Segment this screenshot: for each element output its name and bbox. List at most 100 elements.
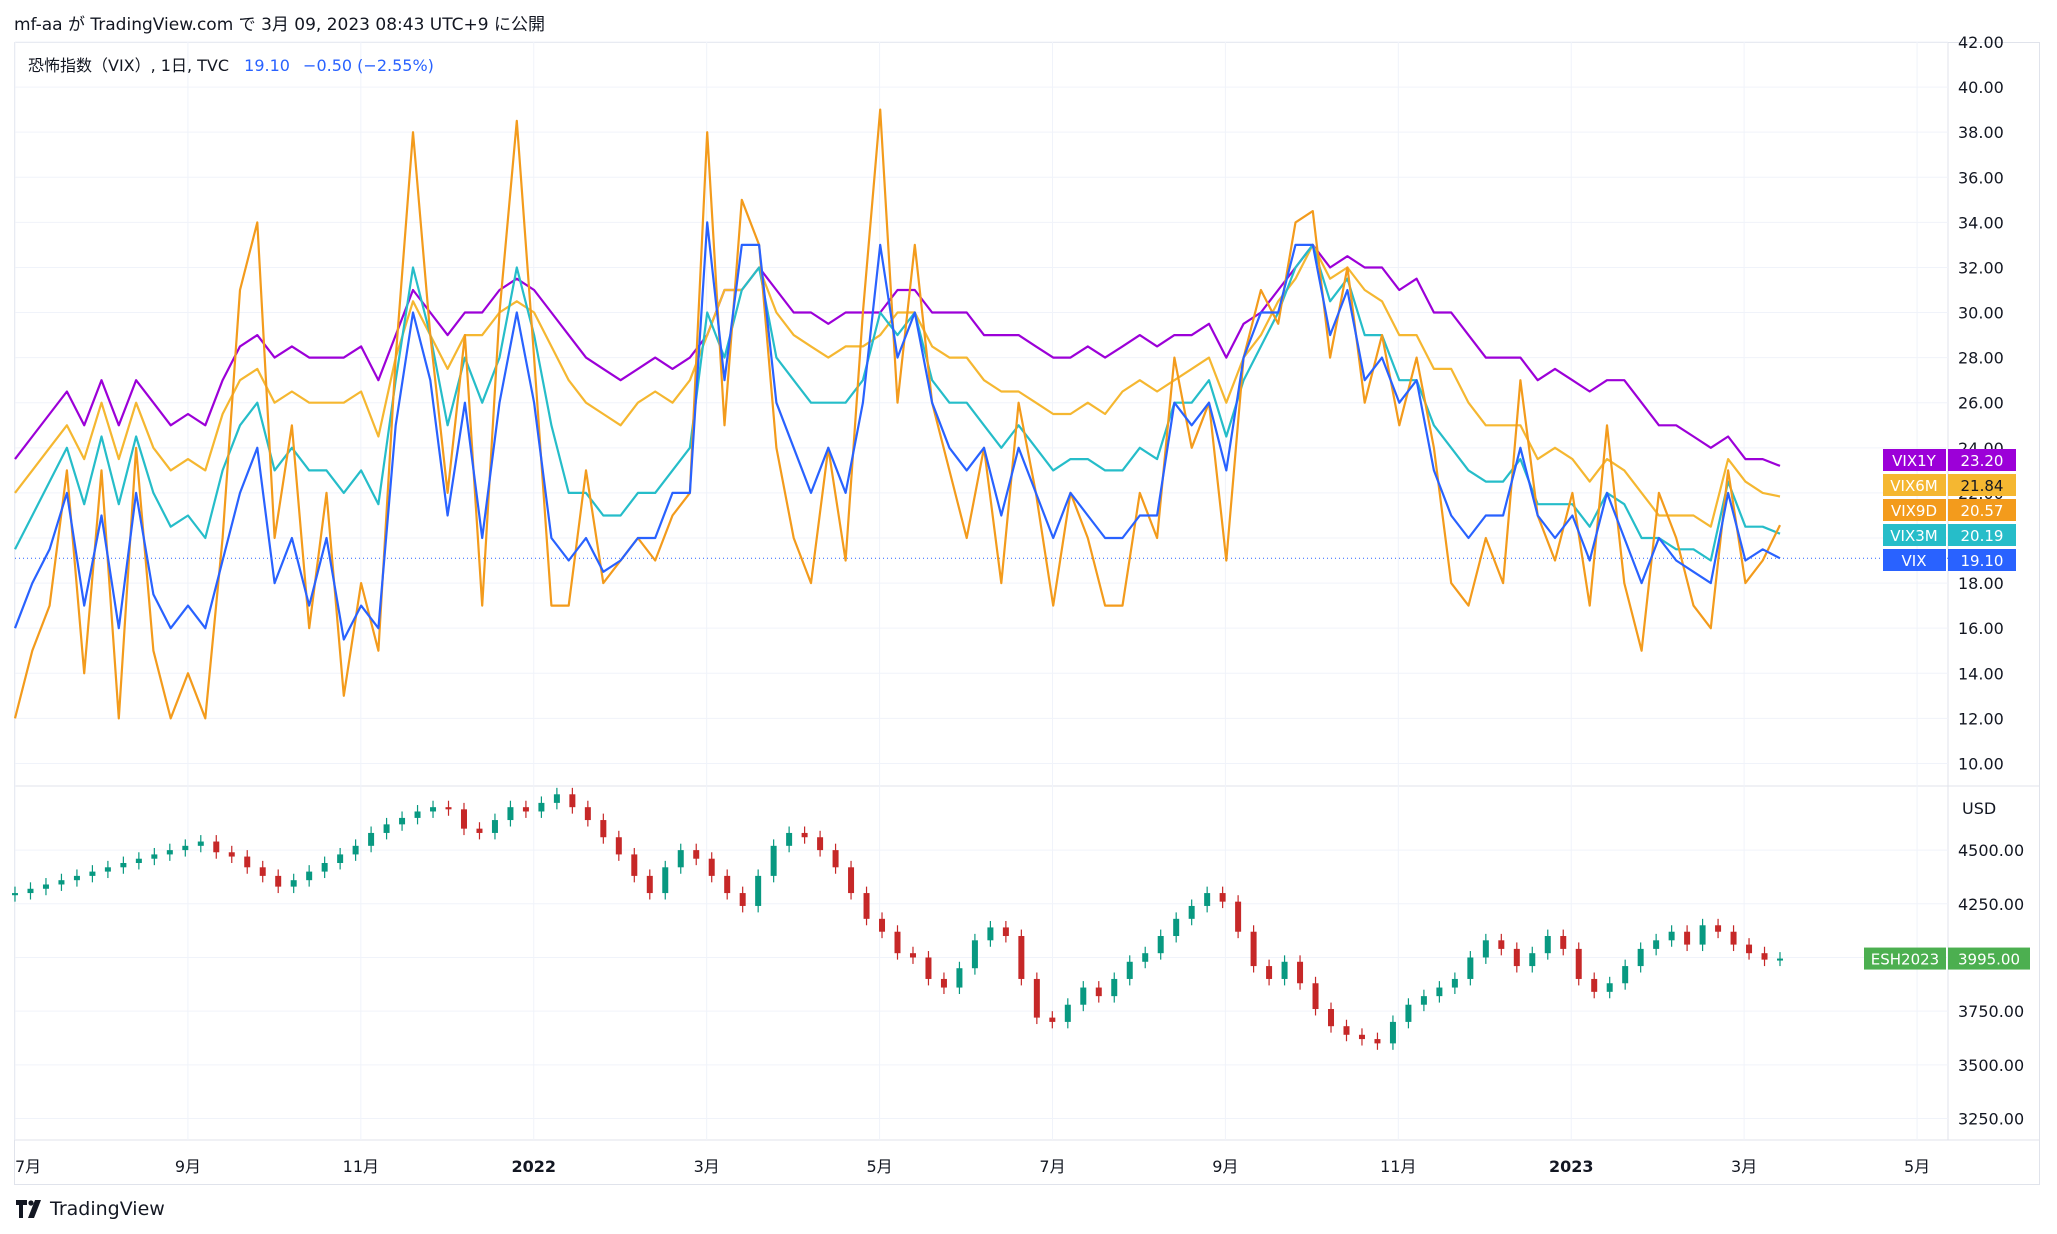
- series-line-vix9d: [13, 108, 1781, 720]
- series-line-vix: [13, 221, 1781, 641]
- candle-body: [445, 807, 452, 810]
- candle-body: [507, 807, 514, 821]
- candle-body: [368, 832, 375, 846]
- candle-body: [1204, 893, 1211, 906]
- y-tick-label-vix: 36.00: [1958, 168, 2004, 187]
- candle-body: [383, 824, 390, 833]
- candle-body: [1343, 1026, 1350, 1035]
- es-name-tag-label: ESH2023: [1871, 951, 1939, 969]
- candle-body: [1049, 1017, 1056, 1022]
- series-name-tag-vix6m: [1883, 474, 1946, 496]
- y-tick-label-vix: 18.00: [1958, 574, 2004, 593]
- candle-body: [1761, 953, 1768, 960]
- candle-body: [1606, 983, 1613, 992]
- candle-body: [724, 875, 731, 894]
- y-tick-label-vix: 32.00: [1958, 258, 2004, 277]
- candle-body: [553, 794, 560, 803]
- y-tick-label-vix: 10.00: [1958, 754, 2004, 773]
- y-tick-label-vix: 12.00: [1958, 709, 2004, 728]
- candle-body: [1637, 948, 1644, 967]
- y-tick-label-es: 4500.00: [1958, 841, 2024, 860]
- symbol-value: 19.10: [244, 56, 290, 75]
- candle-body: [1111, 978, 1118, 997]
- series-value-tag-vix: [1948, 549, 2016, 571]
- es-name-tag: [1864, 947, 1946, 970]
- candle-body: [1126, 961, 1133, 979]
- candle-body: [1064, 1004, 1071, 1022]
- candle-body: [1591, 978, 1598, 992]
- series-value-tag-vix3m: [1948, 524, 2016, 546]
- candle-body: [600, 820, 607, 838]
- candle-body: [894, 931, 901, 954]
- candle-body: [832, 850, 839, 868]
- x-tick-label: 11月: [1380, 1157, 1416, 1176]
- candle-body: [166, 850, 173, 855]
- candle-body: [646, 875, 653, 894]
- candle-body: [739, 893, 746, 906]
- candle-body: [58, 880, 65, 885]
- candle-body: [213, 841, 220, 853]
- symbol-label: 恐怖指数（VIX）, 1日, TVC: [28, 56, 230, 75]
- candle-body: [693, 850, 700, 859]
- candle-body: [1095, 987, 1102, 997]
- es-value-tag-label: 3995.00: [1958, 951, 2020, 969]
- symbol-legend: 恐怖指数（VIX）, 1日, TVC 19.10 −0.50 (−2.55%): [28, 52, 434, 76]
- y-tick-label-es: 4250.00: [1958, 895, 2024, 914]
- candle-body: [104, 867, 111, 872]
- candle-body: [73, 875, 80, 881]
- candle-body: [1513, 948, 1520, 967]
- candle-body: [631, 854, 638, 876]
- candle-body: [1405, 1004, 1412, 1022]
- candle-body: [1420, 996, 1427, 1005]
- candle-body: [197, 841, 204, 846]
- candle-body: [1715, 925, 1722, 932]
- x-tick-label: 11月: [343, 1157, 379, 1176]
- candle-body: [1157, 936, 1164, 954]
- candle-body: [1297, 961, 1304, 984]
- candle-body: [476, 828, 483, 833]
- footer-brand[interactable]: TradingView: [16, 1198, 165, 1220]
- y-tick-label-vix: 14.00: [1958, 664, 2004, 683]
- candle-body: [306, 871, 313, 881]
- candle-body: [1142, 953, 1149, 962]
- candle-body: [399, 817, 406, 825]
- candle-body: [956, 968, 963, 988]
- candle-body: [337, 854, 344, 864]
- x-tick-label: 3月: [1731, 1157, 1757, 1176]
- candle-body: [863, 893, 870, 919]
- series-value-tag-label: 19.10: [1961, 552, 2004, 570]
- series-name-tag-label: VIX1Y: [1892, 452, 1937, 470]
- series-line-vix6m: [14, 243, 1781, 528]
- candle-body: [801, 832, 808, 838]
- candle-body: [1575, 948, 1582, 979]
- x-tick-label: 5月: [1904, 1157, 1930, 1176]
- candle-body: [1436, 987, 1443, 997]
- symbol-change: −0.50 (−2.55%): [303, 56, 434, 75]
- series-value-tag-vix1y: [1948, 449, 2016, 471]
- candle-body: [987, 927, 994, 941]
- series-name-tag-vix1y: [1883, 449, 1946, 471]
- candle-body: [1560, 936, 1567, 949]
- candle-body: [1653, 940, 1660, 949]
- candle-body: [1529, 953, 1536, 967]
- x-tick-label: 9月: [175, 1157, 201, 1176]
- x-tick-label: 2022: [511, 1157, 556, 1176]
- tradingview-logo-icon: [16, 1200, 41, 1218]
- candle-body: [522, 807, 529, 812]
- candle-body: [151, 854, 158, 859]
- candle-body: [414, 811, 421, 818]
- y-tick-label-vix: 34.00: [1958, 213, 2004, 232]
- candle-body: [1684, 931, 1691, 945]
- candle-body: [1482, 940, 1489, 958]
- candle-body: [1080, 987, 1087, 1005]
- candle-body: [1467, 957, 1474, 979]
- x-tick-label: 5月: [866, 1157, 892, 1176]
- footer-brand-label: TradingView: [50, 1198, 165, 1220]
- candle-body: [244, 856, 251, 868]
- candle-body: [1622, 966, 1629, 984]
- y-tick-label-es: 3250.00: [1958, 1110, 2024, 1129]
- x-tick-label: 7月: [15, 1157, 41, 1176]
- candle-body: [321, 863, 328, 872]
- x-tick-label: 9月: [1212, 1157, 1238, 1176]
